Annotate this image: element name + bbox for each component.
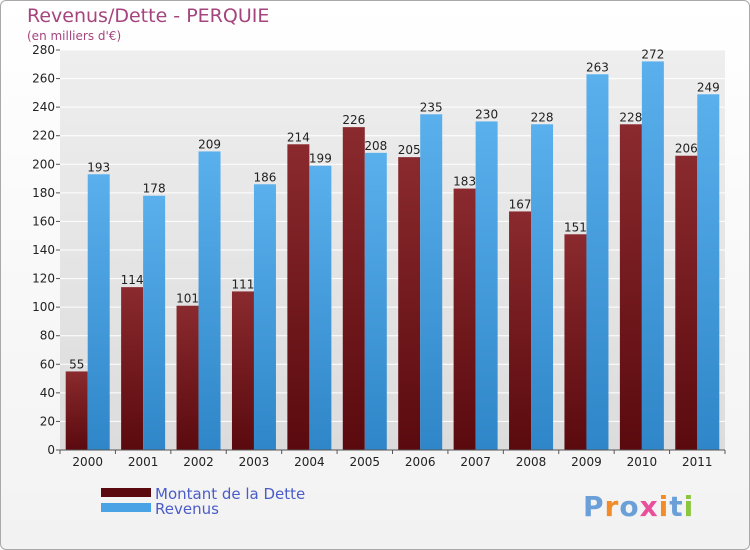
bar-debt — [342, 127, 365, 451]
data-label-debt: 167 — [509, 197, 532, 211]
x-tick-label: 2009 — [571, 455, 602, 469]
x-tick-label: 2005 — [350, 455, 381, 469]
data-label-debt: 228 — [619, 110, 642, 124]
x-tick-label: 2004 — [294, 455, 325, 469]
legend-swatch-debt — [101, 488, 151, 497]
chart-title: Revenus/Dette - PERQUIE — [27, 5, 269, 27]
proxiti-logo: Proxiti — [583, 490, 694, 523]
data-label-debt: 101 — [176, 292, 199, 306]
x-tick-label: 2006 — [405, 455, 436, 469]
data-label-debt: 55 — [69, 357, 84, 371]
y-tick-label: 120 — [32, 272, 55, 286]
bar-debt — [398, 157, 421, 450]
bar-debt — [564, 234, 587, 450]
logo-letter: o — [619, 490, 639, 523]
bars — [65, 61, 720, 451]
y-tick-label: 80 — [40, 329, 55, 343]
legend-label-debt: Montant de la Dette — [155, 485, 305, 503]
y-tick-label: 240 — [32, 100, 55, 114]
x-tick-label: 2010 — [627, 455, 658, 469]
logo-letter: t — [669, 490, 683, 523]
y-tick-label: 60 — [40, 357, 55, 371]
x-axis: 2000 2001 2002 2003 2004 2005 2006 2007 2008 2009… — [59, 450, 726, 469]
y-tick-label: 260 — [32, 72, 55, 86]
y-axis: 0 20 40 60 80 100 120 140 160 180 200 220 240 260 280 — [32, 43, 60, 457]
y-tick-label: 0 — [47, 443, 55, 457]
data-label-revenue: 230 — [475, 107, 498, 121]
y-tick-label: 40 — [40, 386, 55, 400]
y-tick-label: 100 — [32, 300, 55, 314]
data-label-revenue: 235 — [420, 100, 443, 114]
x-tick-label: 2003 — [239, 455, 270, 469]
data-label-revenue: 199 — [309, 152, 332, 166]
y-tick-label: 160 — [32, 214, 55, 228]
x-tick-label: 2011 — [682, 455, 713, 469]
y-tick-label: 280 — [32, 43, 55, 57]
legend-swatch-revenue — [101, 503, 151, 512]
data-label-revenue: 208 — [364, 139, 387, 153]
logo-letter: P — [583, 490, 605, 523]
bar-debt — [509, 211, 532, 450]
chart-subtitle: (en milliers d'€) — [27, 29, 121, 43]
data-label-revenue: 228 — [531, 110, 554, 124]
data-label-debt: 111 — [232, 277, 255, 291]
data-label-revenue: 186 — [254, 170, 277, 184]
x-tick-label: 2001 — [128, 455, 159, 469]
bar-revenue — [309, 165, 332, 450]
y-tick-label: 180 — [32, 186, 55, 200]
data-label-debt: 114 — [121, 273, 144, 287]
bar-revenue — [253, 184, 276, 451]
grid-lines — [60, 49, 725, 451]
logo-letter: i — [659, 490, 670, 523]
y-tick-label: 220 — [32, 129, 55, 143]
x-tick-label: 2002 — [183, 455, 214, 469]
bar-debt — [176, 305, 199, 450]
bar-debt — [675, 155, 698, 450]
bar-revenue — [198, 151, 221, 450]
bar-debt — [121, 287, 144, 450]
data-label-revenue: 209 — [198, 137, 221, 151]
bar-debt — [287, 144, 310, 451]
data-label-debt: 226 — [342, 113, 365, 127]
bar-revenue — [420, 114, 443, 451]
bar-revenue — [143, 195, 166, 450]
logo-letter: i — [684, 490, 695, 523]
data-label-revenue: 249 — [697, 80, 720, 94]
x-tick-label: 2000 — [72, 455, 103, 469]
bar-revenue — [586, 74, 609, 451]
bar-revenue — [697, 94, 720, 451]
bar-revenue — [475, 121, 498, 450]
bar-revenue — [364, 152, 387, 450]
y-tick-label: 200 — [32, 157, 55, 171]
data-label-revenue: 193 — [87, 160, 110, 174]
x-tick-label: 2007 — [460, 455, 491, 469]
bar-debt — [453, 188, 476, 451]
data-label-revenue: 178 — [143, 182, 166, 196]
bar-debt — [619, 124, 642, 451]
data-label-debt: 151 — [564, 220, 587, 234]
bar-revenue — [531, 124, 554, 451]
legend-label-revenue: Revenus — [155, 500, 219, 518]
data-label-debt: 205 — [398, 143, 421, 157]
logo-letter: x — [640, 490, 659, 523]
bar-revenue — [87, 174, 110, 451]
legend: Montant de la Dette Revenus — [101, 485, 305, 518]
bar-revenue — [641, 61, 664, 451]
x-tick-label: 2008 — [516, 455, 547, 469]
bar-debt — [231, 291, 254, 450]
bar-debt — [65, 371, 88, 450]
data-label-revenue: 272 — [641, 47, 664, 61]
y-tick-label: 20 — [40, 414, 55, 428]
data-label-revenue: 263 — [586, 60, 609, 74]
data-label-debt: 183 — [453, 175, 476, 189]
logo-letter: r — [605, 490, 620, 523]
y-tick-label: 140 — [32, 243, 55, 257]
data-label-debt: 206 — [675, 142, 698, 156]
data-labels: 55 193 114 178 101 209 111 186 214 199 226 208 205 23… — [69, 47, 720, 371]
data-label-debt: 214 — [287, 130, 310, 144]
